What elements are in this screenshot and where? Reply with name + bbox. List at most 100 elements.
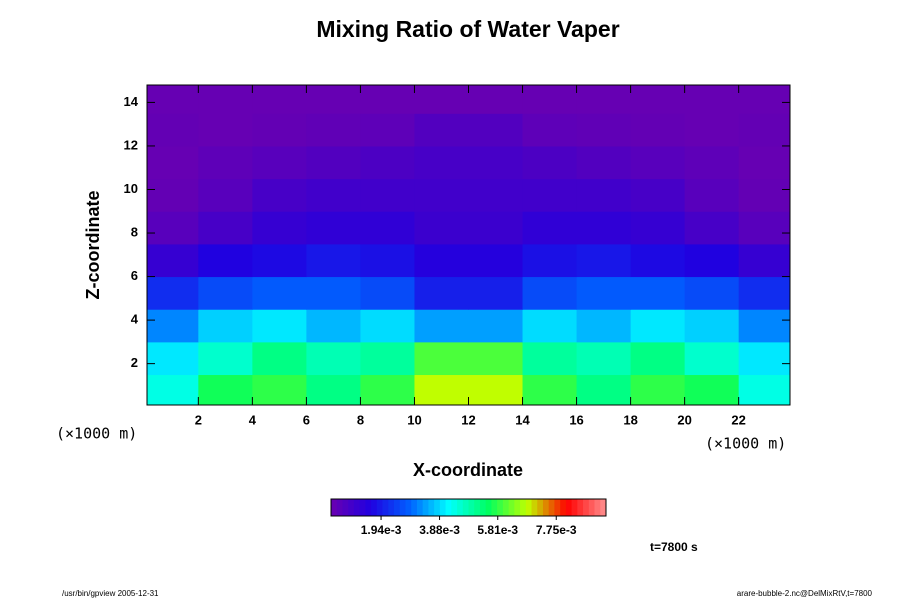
cell: [738, 178, 790, 212]
cell: [576, 374, 632, 405]
cell: [468, 341, 524, 376]
cell: [738, 85, 790, 114]
y-tick-label: 2: [131, 355, 138, 370]
cell: [414, 243, 469, 278]
colorbar-swatch: [588, 499, 595, 516]
x-tick-label: 2: [195, 412, 202, 427]
cell: [738, 211, 790, 245]
cell: [684, 243, 740, 278]
cell: [147, 85, 199, 114]
colorbar-swatch: [353, 499, 361, 516]
cell: [198, 211, 253, 245]
cell: [522, 145, 578, 180]
cell: [468, 374, 524, 405]
colorbar-swatch: [359, 499, 366, 516]
cell: [198, 309, 253, 343]
cell: [576, 243, 632, 278]
cell: [360, 85, 415, 114]
y-tick-label: 12: [124, 137, 138, 152]
y-tick-label: 8: [131, 224, 138, 239]
cell: [738, 341, 790, 376]
cell: [684, 113, 740, 147]
cell: [147, 211, 199, 245]
cell: [684, 309, 740, 343]
cell: [576, 85, 632, 114]
cell: [738, 276, 790, 310]
colorbar-swatch: [583, 499, 590, 516]
cell: [198, 374, 253, 405]
colorbar-swatch: [537, 499, 544, 516]
colorbar-swatch: [600, 499, 607, 516]
cell: [252, 85, 307, 114]
x-tick-label: 12: [461, 412, 475, 427]
cell: [522, 178, 578, 212]
cell: [198, 145, 253, 180]
cell: [306, 145, 361, 180]
colorbar-swatch: [514, 499, 521, 516]
x-unit: (×1000 m): [705, 435, 786, 453]
colorbar-swatch: [497, 499, 504, 516]
x-tick-label: 10: [407, 412, 421, 427]
cell: [630, 178, 686, 212]
colorbar-swatch: [462, 499, 469, 516]
colorbar-swatch: [445, 499, 452, 516]
cell: [360, 309, 415, 343]
colorbar-swatch: [571, 499, 578, 516]
colorbar-swatch: [474, 499, 481, 516]
cell: [684, 145, 740, 180]
colorbar-swatch: [416, 499, 424, 516]
cell: [252, 145, 307, 180]
annotation: t=7800 s: [650, 540, 698, 554]
cell: [360, 374, 415, 405]
cell: [468, 276, 524, 310]
cell: [306, 113, 361, 147]
colorbar-swatch: [394, 499, 401, 516]
colorbar-swatch: [594, 499, 601, 516]
colorbar-swatch: [565, 499, 573, 516]
cell: [630, 145, 686, 180]
colorbar-swatch: [554, 499, 561, 516]
colorbar-swatch: [399, 499, 406, 516]
footer-left: /usr/bin/gpview 2005-12-31: [62, 589, 159, 598]
cell: [630, 341, 686, 376]
cell: [468, 145, 524, 180]
cell: [738, 309, 790, 343]
cell: [630, 243, 686, 278]
y-tick-label: 6: [131, 268, 138, 283]
cell: [147, 178, 199, 212]
cell: [576, 276, 632, 310]
cell: [252, 178, 307, 212]
cell: [360, 276, 415, 310]
colorbar-swatch: [388, 499, 395, 516]
y-tick-label: 4: [131, 312, 139, 327]
cell: [630, 113, 686, 147]
cell: [414, 276, 469, 310]
cell: [738, 374, 790, 405]
y-unit: (×1000 m): [56, 425, 137, 443]
colorbar-swatch: [342, 499, 349, 516]
cell: [414, 341, 469, 376]
cell: [147, 243, 199, 278]
colorbar-swatch: [577, 499, 584, 516]
cell: [684, 374, 740, 405]
cell: [630, 276, 686, 310]
x-tick-label: 20: [677, 412, 691, 427]
x-tick-label: 6: [303, 412, 310, 427]
colorbar-swatch: [485, 499, 492, 516]
x-axis-label: X-coordinate: [413, 460, 523, 480]
cell: [306, 276, 361, 310]
x-tick-label: 14: [515, 412, 530, 427]
cell: [360, 113, 415, 147]
chart-title: Mixing Ratio of Water Vaper: [316, 16, 619, 42]
cell: [360, 211, 415, 245]
cell: [306, 178, 361, 212]
x-tick-label: 4: [249, 412, 257, 427]
colorbar-swatch: [376, 499, 383, 516]
cell: [198, 243, 253, 278]
cell: [414, 145, 469, 180]
cell: [576, 178, 632, 212]
cell: [147, 113, 199, 147]
cell: [684, 178, 740, 212]
colorbar-swatch: [371, 499, 378, 516]
field: [147, 85, 790, 405]
